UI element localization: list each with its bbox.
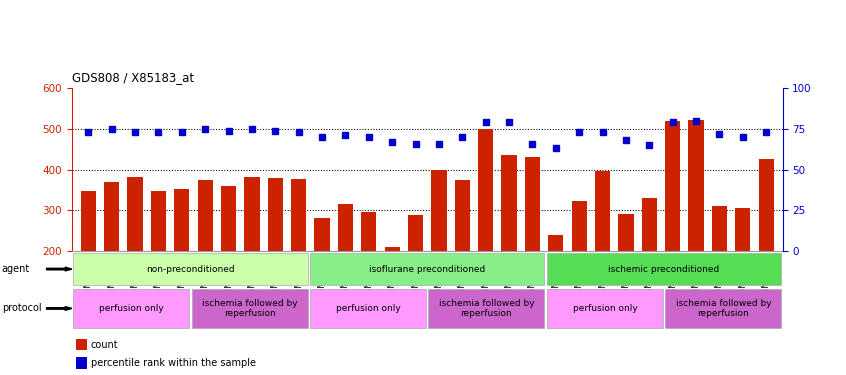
Text: perfusion only: perfusion only [99,304,163,313]
Bar [665,289,782,328]
Text: isoflurane preconditioned: isoflurane preconditioned [369,265,486,274]
Text: count: count [91,340,118,350]
Bar [221,186,236,333]
Text: GDS808 / X85183_at: GDS808 / X85183_at [72,71,194,84]
Bar [547,253,782,285]
Bar [735,209,750,333]
Bar [104,182,119,333]
Bar [431,170,447,333]
Bar [73,289,190,328]
Bar [548,234,563,333]
Bar [454,180,470,333]
Bar [73,253,308,285]
Text: protocol: protocol [2,303,41,313]
Bar [128,177,143,333]
Bar [408,214,423,333]
Text: percentile rank within the sample: percentile rank within the sample [91,358,255,368]
Bar [338,204,353,333]
Text: agent: agent [2,264,30,274]
Bar [198,180,212,333]
Bar [665,121,680,333]
Bar [151,191,166,333]
Bar [595,171,610,333]
Text: ischemia followed by
reperfusion: ischemia followed by reperfusion [438,299,535,318]
Bar [385,247,400,333]
Bar [547,289,663,328]
Bar [310,253,545,285]
Bar [618,214,634,333]
Bar [291,178,306,333]
Bar [80,191,96,333]
Bar [642,198,656,333]
Bar [478,129,493,333]
Bar [174,189,190,333]
Text: ischemic preconditioned: ischemic preconditioned [608,265,720,274]
Bar [759,159,774,333]
Bar [191,289,308,328]
Bar [711,206,727,333]
Bar [572,201,587,333]
Text: non-preconditioned: non-preconditioned [146,265,234,274]
Bar [428,289,545,328]
Bar [315,218,330,333]
Bar [502,155,517,333]
Bar [525,157,540,333]
Bar [689,120,704,333]
Text: ischemia followed by
reperfusion: ischemia followed by reperfusion [675,299,772,318]
Bar [361,212,376,333]
Bar [267,178,283,333]
Text: ischemia followed by
reperfusion: ischemia followed by reperfusion [201,299,298,318]
Text: perfusion only: perfusion only [573,304,637,313]
Bar [244,177,260,333]
Bar [310,289,426,328]
Text: perfusion only: perfusion only [336,304,400,313]
